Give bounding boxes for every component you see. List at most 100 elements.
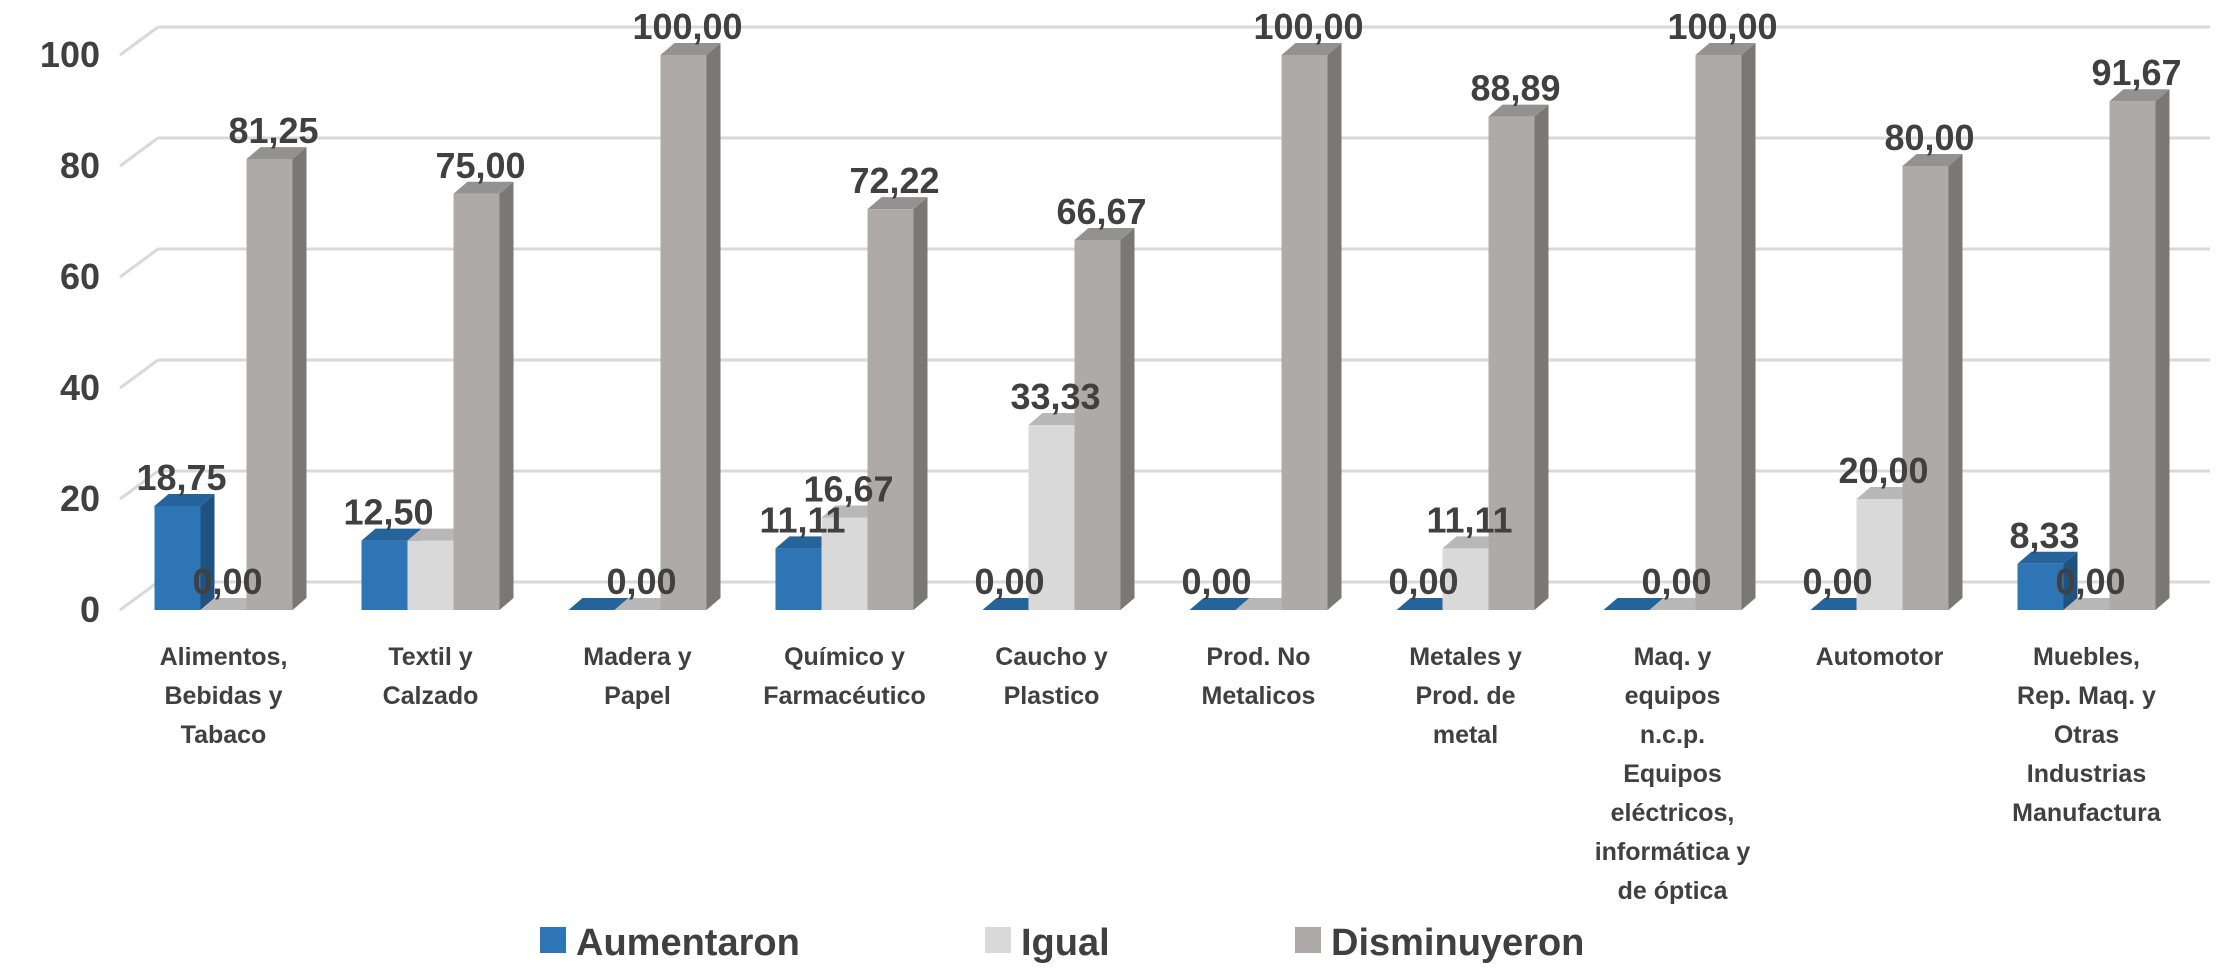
data-label-igual: 11,11 <box>1426 499 1512 540</box>
bar-disminuyeron-side <box>1948 154 1963 610</box>
data-label-aumentaron: 18,75 <box>136 457 226 498</box>
data-label-igual: 0,00 <box>2055 561 2125 602</box>
bar-disminuyeron-side <box>1741 43 1756 610</box>
bar-disminuyeron-side <box>292 147 307 610</box>
bar-disminuyeron-top <box>660 43 721 55</box>
bar-disminuyeron-side <box>913 197 928 610</box>
bars-layer <box>154 43 2170 611</box>
bar-igual-top <box>2063 598 2124 610</box>
data-label-disminuyeron: 66,67 <box>1056 191 1146 232</box>
bar-disminuyeron-side <box>706 43 721 610</box>
bar-disminuyeron-top <box>1488 104 1549 117</box>
bar-igual-top <box>614 598 675 610</box>
gridline-depth <box>119 247 159 279</box>
y-tick-label: 100 <box>40 34 100 75</box>
bar-aumentaron-top <box>775 536 836 549</box>
bar-disminuyeron-front <box>2109 101 2156 610</box>
legend-swatch-igual <box>985 927 1011 953</box>
y-tick-label: 20 <box>60 478 100 519</box>
bar-aumentaron-front <box>2017 563 2064 610</box>
bar-igual-top <box>200 598 261 610</box>
bar-igual-top <box>407 528 468 541</box>
bar-disminuyeron-front <box>867 209 914 610</box>
data-label-igual: 16,67 <box>803 468 893 509</box>
legend-swatch-disminuyeron <box>1295 927 1321 953</box>
data-labels-layer: 18,750,0081,2512,5075,000,00100,0011,111… <box>136 6 2181 602</box>
bar-aumentaron-top <box>1810 598 1871 610</box>
bar-igual-top <box>1856 487 1917 499</box>
data-label-disminuyeron: 91,67 <box>2091 52 2181 93</box>
legend-swatch-aumentaron <box>540 927 566 953</box>
bar-igual-top <box>1649 598 1710 610</box>
x-category-label: Alimentos, Bebidas y Tabaco <box>160 643 288 749</box>
bar-disminuyeron-top <box>246 147 307 160</box>
bar-disminuyeron-top <box>1902 154 1963 166</box>
bar-aumentaron-top <box>1189 598 1250 610</box>
data-label-aumentaron: 0,00 <box>974 561 1044 602</box>
bar-igual-top <box>1442 536 1503 549</box>
data-label-aumentaron: 0,00 <box>1388 561 1458 602</box>
data-label-aumentaron: 12,50 <box>343 492 433 533</box>
bar-aumentaron-top <box>1603 598 1664 610</box>
legend-label-aumentaron: Aumentaron <box>576 922 800 964</box>
bar-disminuyeron-front <box>660 55 707 610</box>
x-category-label: Químico y Farmacéutico <box>763 643 926 710</box>
data-label-disminuyeron: 75,00 <box>435 145 525 186</box>
x-category-label: Madera y Papel <box>583 643 691 710</box>
data-label-igual: 0,00 <box>192 561 262 602</box>
bar-disminuyeron-front <box>1902 166 1949 610</box>
data-label-disminuyeron: 100,00 <box>632 6 742 47</box>
legend-label-disminuyeron: Disminuyeron <box>1331 922 1584 964</box>
x-axis: Alimentos, Bebidas y Tabaco Textil y Calzado… <box>160 643 2162 905</box>
data-label-disminuyeron: 100,00 <box>1667 6 1777 47</box>
bar-aumentaron-top <box>154 493 215 506</box>
bar-igual-top <box>1235 598 1296 610</box>
x-category-label: Maq. y equipos n.c.p. Equipos eléctricos, inf… <box>1595 643 1751 905</box>
x-category-label: Metales y Prod. de metal <box>1409 643 1522 749</box>
bar-disminuyeron-front <box>1695 55 1742 610</box>
y-axis: 0 20 40 60 80 100 <box>40 34 100 630</box>
x-category-label: Caucho y Plastico <box>995 643 1108 710</box>
bar-disminuyeron-top <box>1281 43 1342 55</box>
data-label-aumentaron: 0,00 <box>1802 561 1872 602</box>
bar-aumentaron-side <box>200 493 215 610</box>
bar-disminuyeron-top <box>867 197 928 210</box>
bar-disminuyeron-top <box>1695 43 1756 55</box>
y-tick-label: 0 <box>80 589 100 630</box>
bar-disminuyeron-front <box>1074 239 1121 610</box>
bar-aumentaron-front <box>361 540 408 610</box>
bar-aumentaron-top <box>361 528 422 541</box>
bar-aumentaron-top <box>568 598 629 610</box>
bar-aumentaron-top <box>982 598 1043 610</box>
legend-label-igual: Igual <box>1021 922 1110 964</box>
bar-igual-front <box>1442 548 1489 610</box>
y-tick-label: 40 <box>60 367 100 408</box>
data-label-disminuyeron: 88,89 <box>1470 68 1560 109</box>
bar-igual-front <box>1856 499 1903 610</box>
data-label-aumentaron: 8,33 <box>2009 515 2079 556</box>
gridline-depth <box>119 469 159 501</box>
bar-disminuyeron-front <box>1281 55 1328 610</box>
gridline-depth <box>119 25 159 57</box>
bar-aumentaron-side <box>2063 551 2078 610</box>
bar-igual-front <box>1028 425 1075 610</box>
y-tick-label: 60 <box>60 256 100 297</box>
bar-aumentaron-top <box>2017 551 2078 564</box>
bar-disminuyeron-top <box>1074 227 1135 240</box>
bar-disminuyeron-front <box>1488 116 1535 611</box>
data-label-igual: 33,33 <box>1010 376 1100 417</box>
data-label-aumentaron: 11,11 <box>759 499 845 540</box>
data-label-igual: 0,00 <box>606 561 676 602</box>
x-category-label: Textil y Calzado <box>383 643 479 710</box>
data-label-igual: 0,00 <box>1641 561 1711 602</box>
bar-igual-front <box>407 540 454 610</box>
bar-disminuyeron-side <box>1120 227 1135 610</box>
bar-aumentaron-front <box>775 548 822 610</box>
bar-igual-top <box>1028 413 1089 426</box>
bar-igual-front <box>821 517 868 610</box>
bar-disminuyeron-top <box>2109 89 2170 102</box>
bar-disminuyeron-side <box>1327 43 1342 610</box>
data-label-disminuyeron: 81,25 <box>228 110 318 151</box>
